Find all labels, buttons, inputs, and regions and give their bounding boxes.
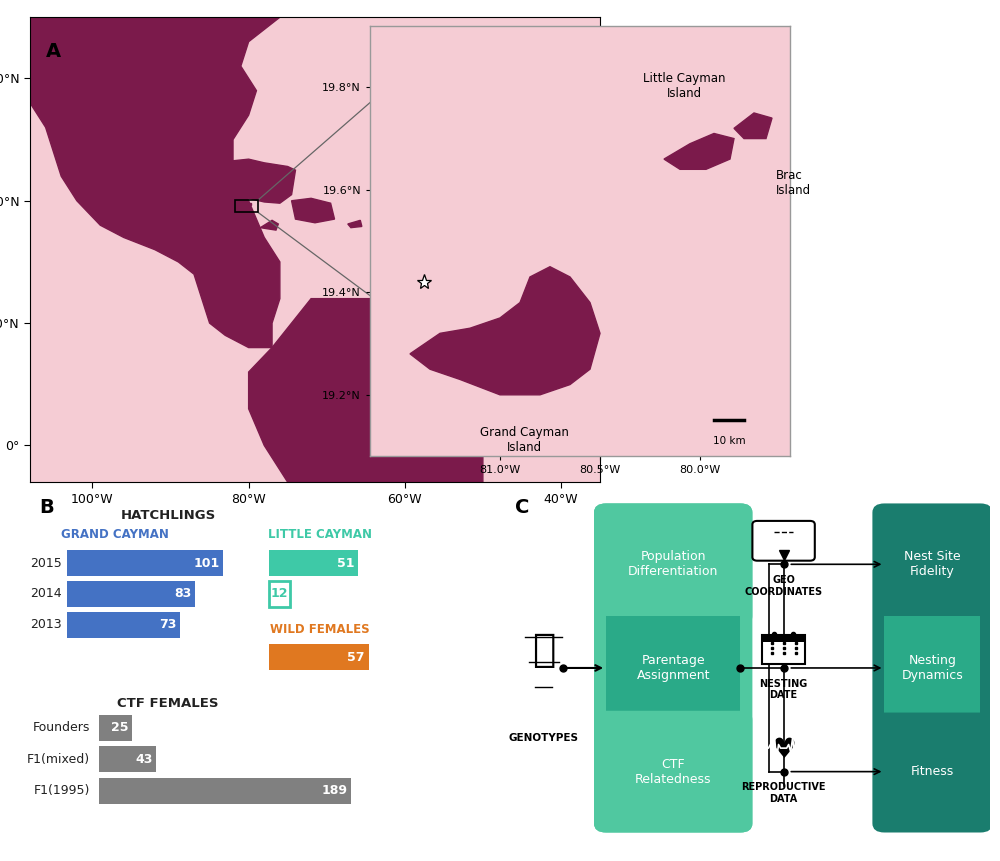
Text: F1(1995): F1(1995) bbox=[33, 784, 90, 797]
Text: 43: 43 bbox=[135, 753, 153, 765]
Bar bbox=[99, 746, 156, 772]
Text: 2013: 2013 bbox=[31, 618, 62, 631]
Bar bbox=[762, 635, 805, 642]
FancyBboxPatch shape bbox=[875, 713, 990, 831]
Text: GRAND CAYMAN: GRAND CAYMAN bbox=[61, 528, 169, 541]
Text: NESTING
DATE: NESTING DATE bbox=[759, 678, 808, 700]
Text: CTF
Relatedness: CTF Relatedness bbox=[635, 758, 711, 785]
Bar bbox=[269, 581, 290, 607]
FancyBboxPatch shape bbox=[875, 505, 990, 623]
Text: Nesting
Dynamics: Nesting Dynamics bbox=[902, 654, 963, 682]
Text: Nest Site
Fidelity: Nest Site Fidelity bbox=[904, 550, 961, 579]
Text: 73: 73 bbox=[159, 618, 176, 631]
Text: 101: 101 bbox=[193, 556, 219, 570]
Bar bbox=[99, 777, 351, 804]
FancyBboxPatch shape bbox=[594, 711, 752, 833]
Text: F1(mixed): F1(mixed) bbox=[27, 753, 90, 765]
Polygon shape bbox=[210, 159, 295, 203]
Polygon shape bbox=[348, 220, 362, 227]
Text: ⌖: ⌖ bbox=[532, 631, 555, 669]
Text: C: C bbox=[515, 498, 529, 517]
Text: GEO
COORDINATES: GEO COORDINATES bbox=[745, 575, 823, 597]
Text: A: A bbox=[46, 41, 61, 60]
Text: ♥: ♥ bbox=[771, 736, 796, 764]
Text: Parentage
Assignment: Parentage Assignment bbox=[636, 654, 710, 682]
Polygon shape bbox=[30, 17, 280, 348]
Polygon shape bbox=[734, 113, 772, 139]
Text: 25: 25 bbox=[111, 722, 129, 734]
FancyBboxPatch shape bbox=[594, 504, 752, 625]
Text: WILD FEMALES: WILD FEMALES bbox=[270, 623, 370, 636]
Polygon shape bbox=[664, 133, 734, 170]
Bar bbox=[884, 616, 980, 720]
FancyBboxPatch shape bbox=[752, 521, 815, 561]
Text: Population
Differentiation: Population Differentiation bbox=[628, 550, 718, 579]
Text: CTF FEMALES: CTF FEMALES bbox=[117, 697, 219, 709]
Text: 83: 83 bbox=[174, 587, 192, 600]
Text: 10 km: 10 km bbox=[713, 436, 745, 446]
Text: 57: 57 bbox=[347, 651, 365, 664]
Text: Fitness: Fitness bbox=[911, 765, 954, 778]
FancyBboxPatch shape bbox=[872, 504, 992, 833]
Bar bbox=[269, 550, 358, 576]
Text: Grand Cayman
Island: Grand Cayman Island bbox=[480, 425, 568, 454]
Bar bbox=[99, 715, 132, 740]
Text: 2015: 2015 bbox=[30, 556, 62, 570]
Text: Brac
Island: Brac Island bbox=[776, 170, 811, 197]
Polygon shape bbox=[249, 299, 483, 482]
Bar bbox=[67, 581, 195, 607]
Text: 2014: 2014 bbox=[31, 587, 62, 600]
Text: HATCHLINGS: HATCHLINGS bbox=[120, 509, 216, 522]
Text: B: B bbox=[39, 498, 54, 517]
Bar bbox=[67, 550, 223, 576]
Text: GENOTYPES: GENOTYPES bbox=[509, 733, 579, 743]
Bar bbox=[269, 644, 369, 670]
Text: Little Cayman
Island: Little Cayman Island bbox=[643, 72, 725, 100]
Text: 51: 51 bbox=[337, 556, 355, 570]
Text: 12: 12 bbox=[271, 587, 288, 600]
Text: Founders: Founders bbox=[32, 722, 90, 734]
Bar bbox=[762, 635, 805, 665]
Polygon shape bbox=[292, 198, 335, 223]
Text: LITTLE CAYMAN: LITTLE CAYMAN bbox=[268, 528, 372, 541]
Polygon shape bbox=[260, 220, 278, 230]
FancyBboxPatch shape bbox=[594, 504, 752, 833]
Polygon shape bbox=[410, 267, 600, 395]
Bar bbox=[606, 616, 740, 720]
Bar bbox=[67, 611, 180, 638]
Text: REPRODUCTIVE
DATA: REPRODUCTIVE DATA bbox=[741, 783, 826, 804]
Text: 189: 189 bbox=[321, 784, 347, 797]
Bar bbox=[235, 200, 258, 213]
